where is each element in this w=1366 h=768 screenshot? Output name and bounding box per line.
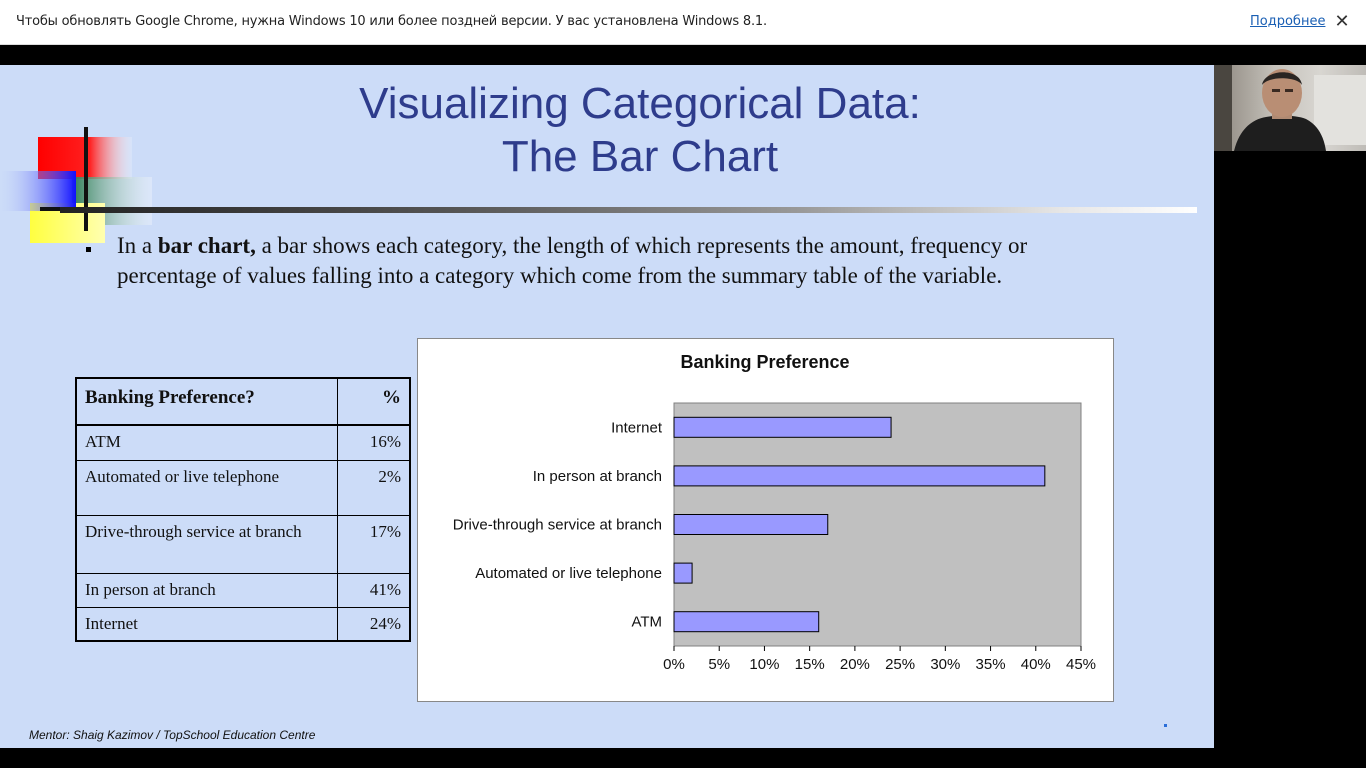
- table-cell-category: Automated or live telephone: [75, 459, 338, 516]
- bar: [673, 416, 892, 438]
- category-label: Automated or live telephone: [475, 565, 662, 582]
- infobar-message: Чтобы обновлять Google Chrome, нужна Win…: [16, 14, 767, 29]
- bar: [673, 514, 829, 535]
- table-cell-category: In person at branch: [75, 572, 338, 608]
- x-tick-label: 0%: [663, 656, 685, 673]
- x-tick-label: 25%: [885, 656, 915, 673]
- x-tick-label: 30%: [930, 656, 960, 673]
- table-header-percent: %: [336, 377, 411, 426]
- table-row: In person at branch 41%: [75, 572, 411, 608]
- bar-chart: Banking Preference Internet In person at b…: [417, 338, 1114, 702]
- laser-pointer-dot: [1164, 724, 1167, 727]
- decorative-squares-icon: [0, 127, 152, 243]
- bar-chart-svg: Banking Preference Internet In person at b…: [453, 352, 1096, 673]
- chrome-update-infobar: Чтобы обновлять Google Chrome, нужна Win…: [0, 0, 1366, 45]
- bullet-marker: [86, 247, 91, 252]
- title-divider: [60, 207, 1197, 213]
- category-label: Internet: [611, 419, 663, 436]
- slide-title-line1: Visualizing Categorical Data:: [359, 79, 921, 128]
- slide-title-line2: The Bar Chart: [501, 132, 779, 181]
- x-tick-label: 45%: [1066, 656, 1096, 673]
- bar: [673, 611, 820, 633]
- summary-table: Banking Preference? % ATM 16% Automated …: [75, 377, 411, 642]
- x-tick-label: 40%: [1021, 656, 1051, 673]
- category-label: In person at branch: [533, 468, 662, 485]
- learn-more-link[interactable]: Подробнее: [1250, 14, 1326, 29]
- bar: [673, 562, 693, 584]
- table-row: Drive-through service at branch 17%: [75, 514, 411, 574]
- table-header-category: Banking Preference?: [75, 377, 338, 426]
- x-tick-label: 15%: [795, 656, 825, 673]
- table-row: Automated or live telephone 2%: [75, 459, 411, 516]
- bullet-bold: bar chart,: [157, 233, 256, 258]
- presenter-video-image: [1214, 65, 1366, 151]
- table-row: Internet 24%: [75, 606, 411, 642]
- x-tick-label: 20%: [840, 656, 870, 673]
- bar: [673, 465, 1046, 487]
- table-cell-category: Internet: [75, 606, 338, 642]
- category-label: Drive-through service at branch: [453, 517, 662, 534]
- x-tick-label: 35%: [976, 656, 1006, 673]
- table-cell-percent: 24%: [336, 606, 411, 642]
- slide-title: Visualizing Categorical Data: The Bar Ch…: [290, 77, 990, 183]
- table-cell-category: Drive-through service at branch: [75, 514, 338, 574]
- presentation-slide: Visualizing Categorical Data: The Bar Ch…: [0, 65, 1214, 748]
- bullet-prefix: In a: [117, 233, 158, 258]
- chart-title: Banking Preference: [680, 352, 849, 372]
- close-icon[interactable]: ✕: [1334, 11, 1350, 31]
- table-header-row: Banking Preference? %: [75, 377, 411, 426]
- table-cell-percent: 2%: [336, 459, 411, 516]
- table-cell-percent: 16%: [336, 424, 411, 461]
- table-cell-percent: 41%: [336, 572, 411, 608]
- bullet-rest: a bar shows each category, the length of…: [117, 233, 1028, 288]
- x-tick-label: 10%: [749, 656, 779, 673]
- footer-credit: Mentor: Shaig Kazimov / TopSchool Educat…: [29, 728, 316, 742]
- table-row: ATM 16%: [75, 424, 411, 461]
- table-cell-category: ATM: [75, 424, 338, 461]
- bullet-text: In a bar chart, a bar shows each categor…: [117, 231, 1117, 291]
- category-label: ATM: [631, 614, 662, 631]
- webcam-video: [1214, 65, 1366, 151]
- x-tick-label: 5%: [708, 656, 730, 673]
- table-cell-percent: 17%: [336, 514, 411, 574]
